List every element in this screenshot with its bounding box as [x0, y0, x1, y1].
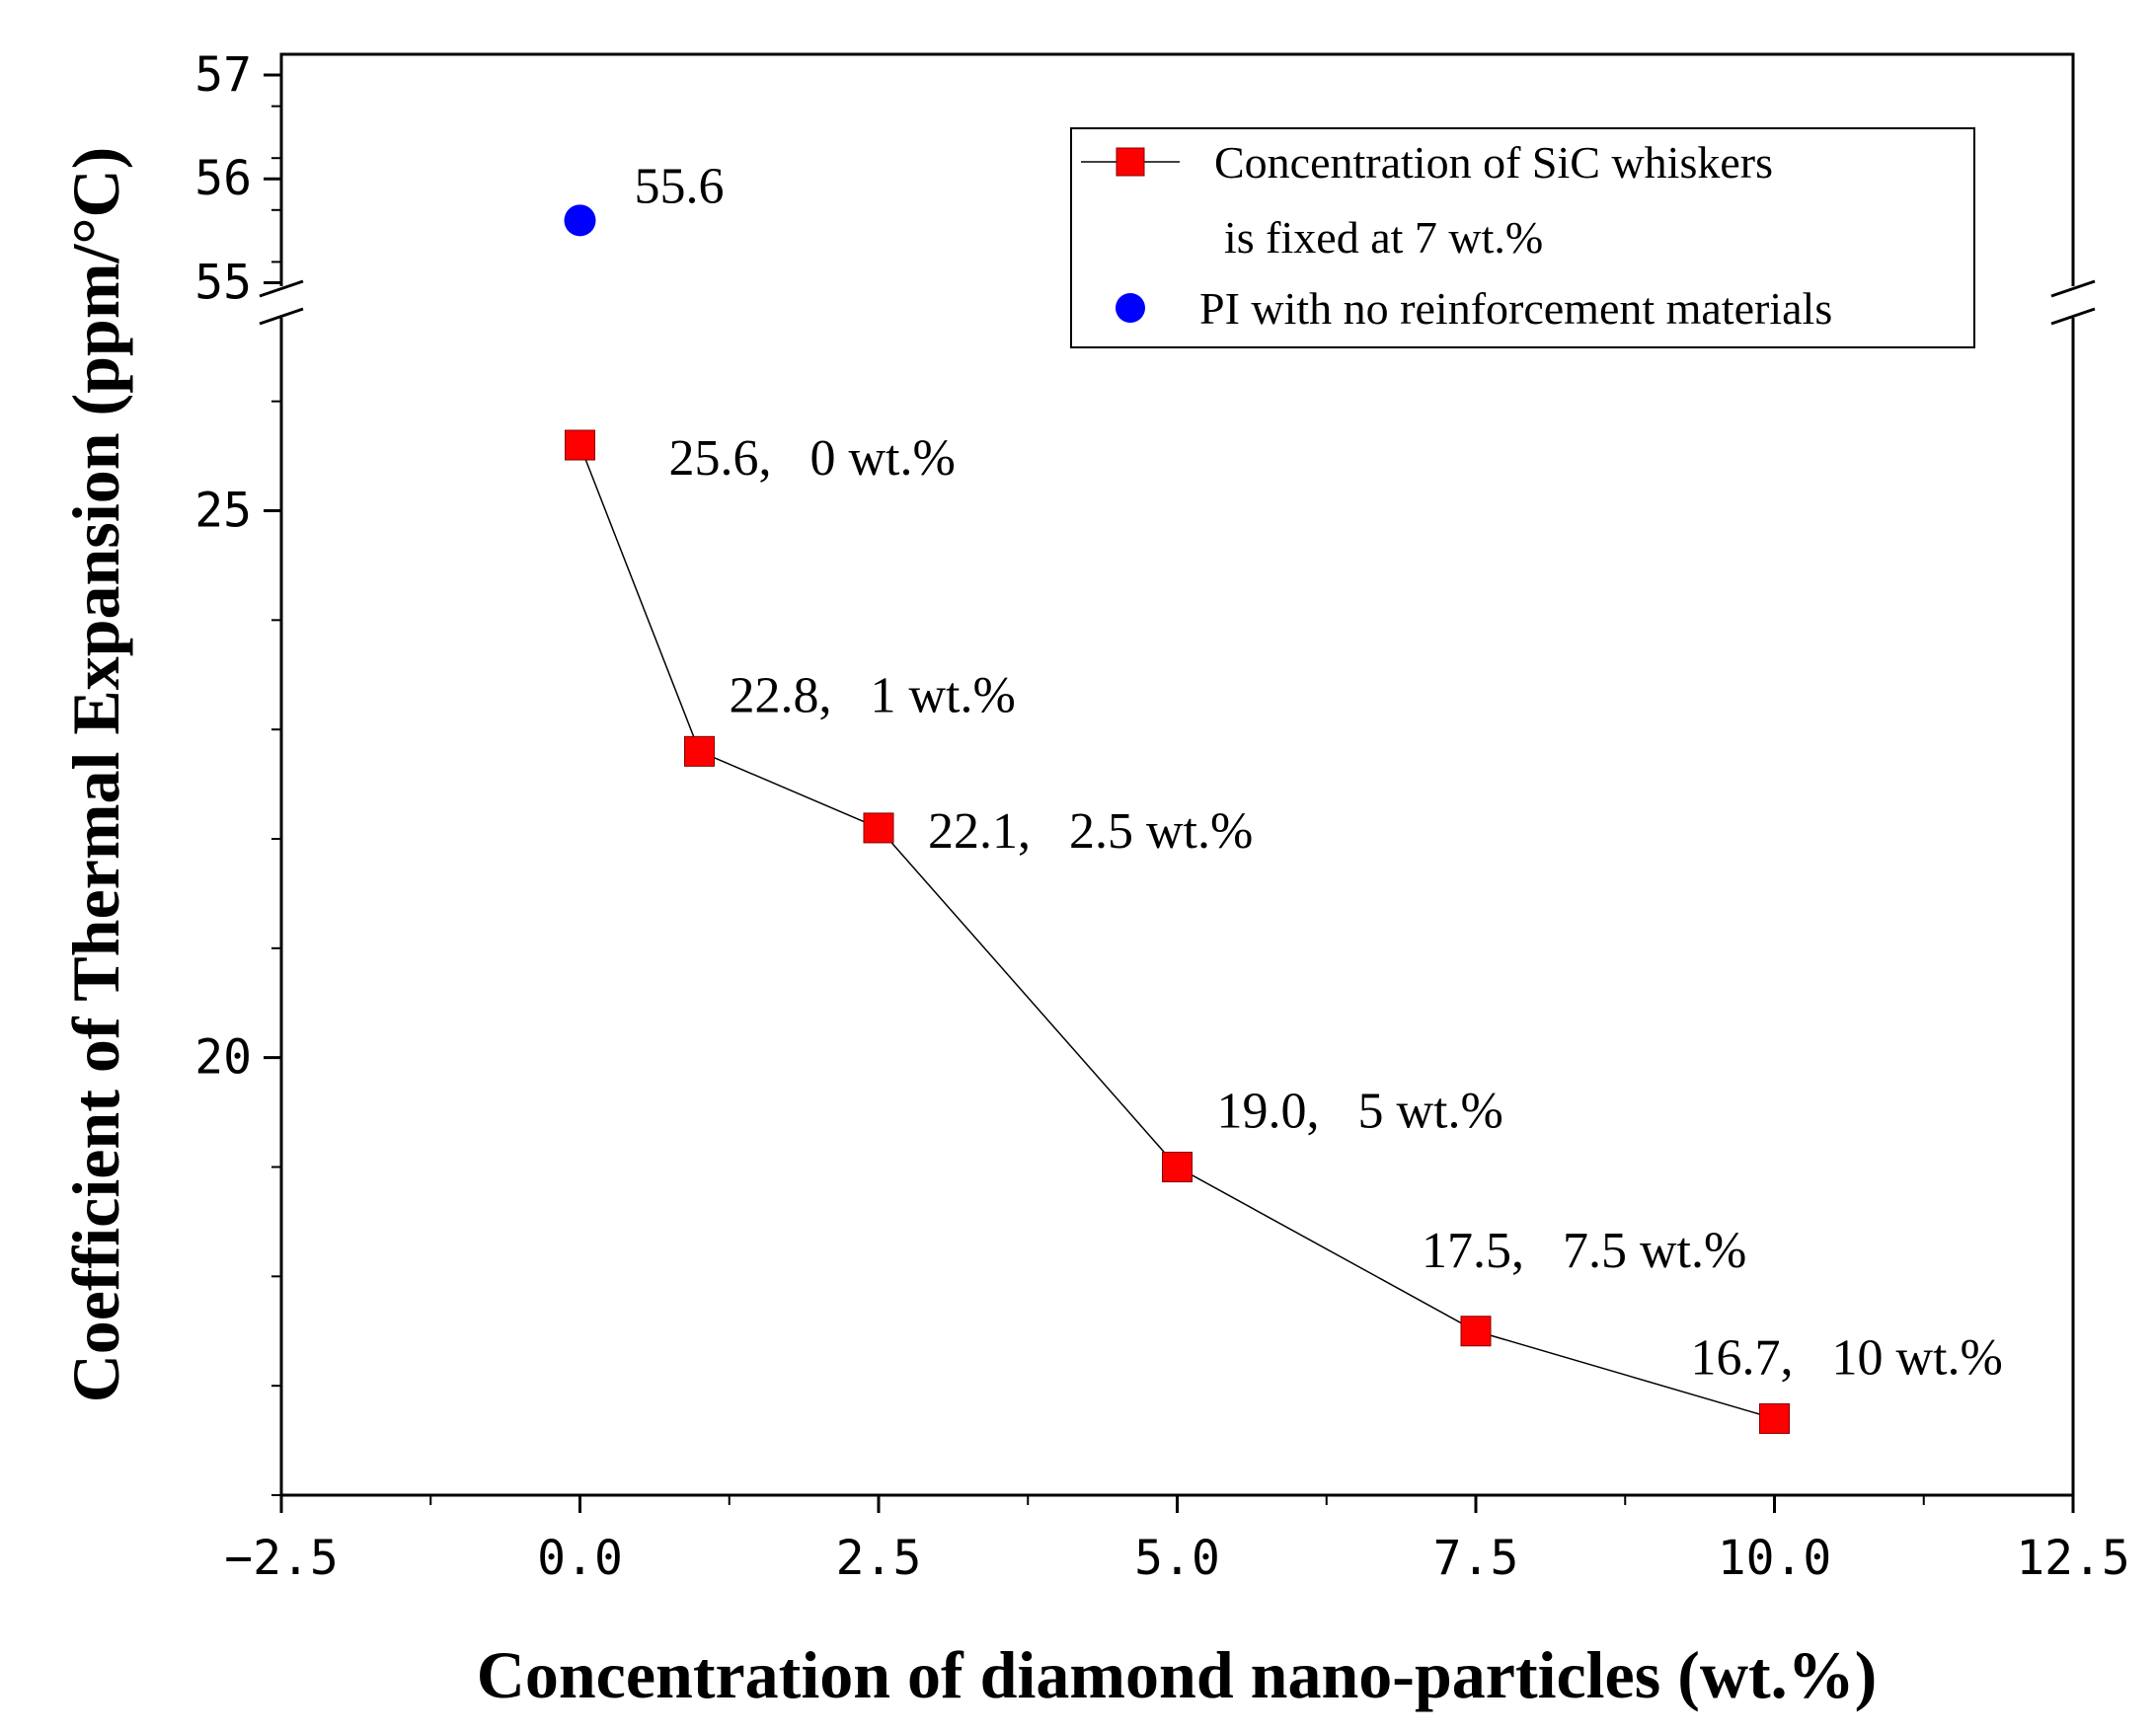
y-tick-label: 56: [194, 151, 252, 206]
x-tick-label: 7.5: [1433, 1531, 1519, 1586]
legend-marker-sic: [1116, 147, 1145, 177]
axis-break-mark-left: [259, 307, 304, 326]
y-axis-label: Coefficient of Thermal Expansion (ppm/°C…: [58, 147, 133, 1403]
data-point-sic: [1759, 1402, 1790, 1434]
legend-box: [1070, 127, 1975, 348]
legend-label-sic-line2: is fixed at 7 wt.%: [1224, 212, 1543, 263]
x-axis-label: Concentration of diamond nano-particles …: [477, 1637, 1878, 1712]
data-point-sic: [863, 812, 894, 844]
y-tick-label: 55: [194, 255, 252, 310]
data-point-sic: [1460, 1316, 1492, 1347]
x-tick-label: 5.0: [1134, 1531, 1220, 1586]
data-label-sic: 22.1, 2.5 wt.%: [928, 803, 1253, 860]
data-label-sic: 16.7, 10 wt.%: [1691, 1329, 2003, 1386]
data-point-sic: [565, 429, 595, 461]
data-label-pi: 55.6: [635, 158, 725, 214]
legend-label-pi: PI with no reinforcement materials: [1199, 283, 1832, 334]
x-tick-label: −2.5: [224, 1531, 339, 1586]
y-tick-label: 57: [194, 47, 252, 103]
x-tick-label: 0.0: [537, 1531, 623, 1586]
legend-marker-pi: [1116, 293, 1145, 323]
x-tick-label: 12.5: [2016, 1531, 2130, 1586]
series-line-sic: [578, 444, 1775, 1420]
y-tick-label: 20: [194, 1030, 252, 1086]
data-label-sic: 22.8, 1 wt.%: [730, 667, 1016, 723]
data-point-pi: [564, 204, 596, 237]
axis-break-gap-right: [2067, 286, 2079, 318]
x-tick-label: 10.0: [1718, 1531, 1832, 1586]
y-tick-label: 25: [194, 484, 252, 539]
axis-break-mark-right: [2050, 279, 2096, 298]
data-label-sic: 25.6, 0 wt.%: [669, 430, 956, 487]
legend: Concentration of SiC whiskers is fixed a…: [1070, 127, 1975, 348]
axis-break-mark-left: [259, 279, 304, 298]
data-label-sic: 19.0, 5 wt.%: [1217, 1084, 1503, 1140]
data-point-sic: [684, 735, 715, 767]
data-point-sic: [1162, 1152, 1193, 1182]
legend-label-sic-line1: Concentration of SiC whiskers: [1214, 137, 1773, 188]
x-tick-label: 2.5: [836, 1531, 922, 1586]
axis-break-gap-left: [275, 286, 287, 318]
data-label-sic: 17.5, 7.5 wt.%: [1422, 1223, 1746, 1279]
axis-break-mark-right: [2050, 307, 2096, 326]
